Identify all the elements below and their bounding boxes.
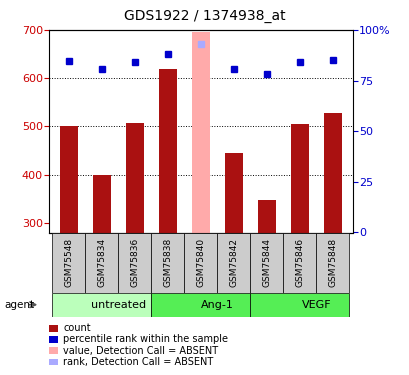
Text: percentile rank within the sample: percentile rank within the sample bbox=[63, 334, 227, 344]
Text: count: count bbox=[63, 323, 90, 333]
Text: agent: agent bbox=[4, 300, 34, 309]
Text: GSM75548: GSM75548 bbox=[64, 238, 73, 287]
Text: Ang-1: Ang-1 bbox=[200, 300, 233, 310]
Bar bbox=[52, 292, 151, 317]
Bar bbox=[158, 69, 177, 232]
Bar bbox=[85, 232, 118, 292]
Text: GSM75848: GSM75848 bbox=[328, 238, 337, 287]
Bar bbox=[250, 232, 283, 292]
Text: GSM75840: GSM75840 bbox=[196, 238, 205, 287]
Bar bbox=[224, 153, 243, 232]
Text: GSM75838: GSM75838 bbox=[163, 238, 172, 287]
Text: value, Detection Call = ABSENT: value, Detection Call = ABSENT bbox=[63, 346, 218, 355]
Bar bbox=[283, 232, 316, 292]
Bar bbox=[250, 292, 348, 317]
Bar bbox=[316, 232, 348, 292]
Bar bbox=[93, 175, 111, 232]
Bar bbox=[151, 232, 184, 292]
Bar bbox=[257, 200, 275, 232]
Text: GSM75844: GSM75844 bbox=[262, 238, 271, 287]
Bar bbox=[191, 32, 209, 232]
Text: GSM75846: GSM75846 bbox=[294, 238, 303, 287]
Bar bbox=[60, 126, 78, 232]
Text: GSM75842: GSM75842 bbox=[229, 238, 238, 287]
Text: GSM75836: GSM75836 bbox=[130, 238, 139, 287]
Text: GDS1922 / 1374938_at: GDS1922 / 1374938_at bbox=[124, 9, 285, 23]
Bar bbox=[217, 232, 250, 292]
Text: rank, Detection Call = ABSENT: rank, Detection Call = ABSENT bbox=[63, 357, 213, 367]
Bar bbox=[323, 113, 341, 232]
Text: GSM75834: GSM75834 bbox=[97, 238, 106, 287]
Bar bbox=[118, 232, 151, 292]
Bar bbox=[184, 232, 217, 292]
Text: VEGF: VEGF bbox=[301, 300, 330, 310]
Bar bbox=[151, 292, 250, 317]
Bar bbox=[126, 123, 144, 232]
Bar bbox=[52, 232, 85, 292]
Bar bbox=[290, 124, 308, 232]
Text: untreated: untreated bbox=[91, 300, 146, 310]
